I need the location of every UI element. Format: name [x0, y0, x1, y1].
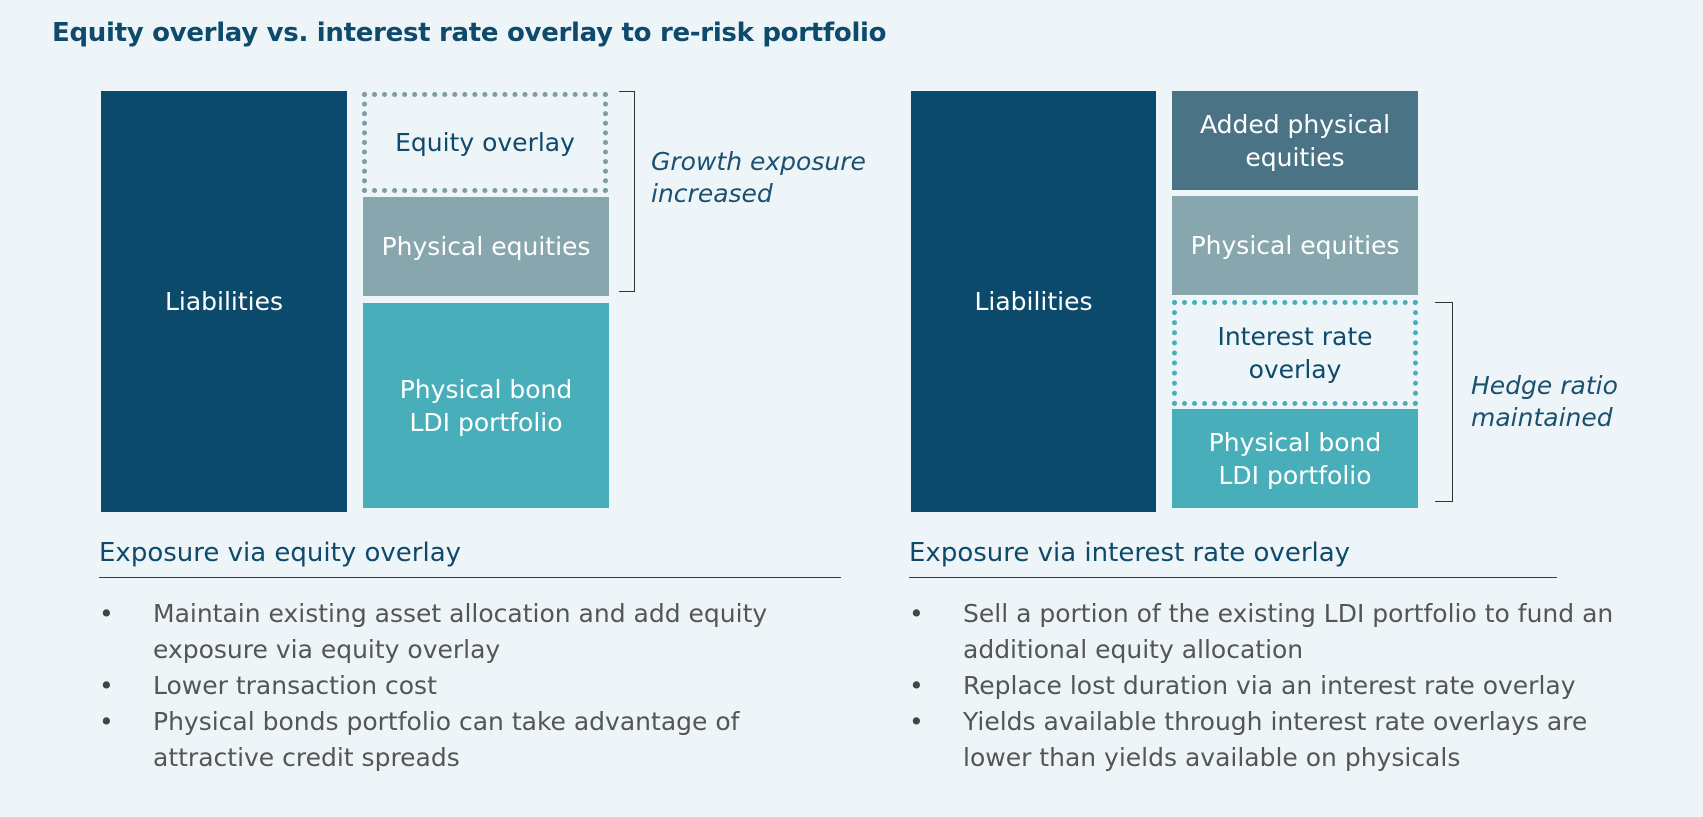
left-section-divider	[99, 577, 841, 578]
right-bullet-list: Sell a portion of the existing LDI portf…	[909, 596, 1649, 776]
right-added-equities-block: Added physical equities	[1172, 91, 1418, 190]
page-title: Equity overlay vs. interest rate overlay…	[52, 18, 887, 48]
right-section-divider	[909, 577, 1557, 578]
right-section-heading: Exposure via interest rate overlay	[909, 538, 1351, 568]
list-item: Yields available through interest rate o…	[909, 704, 1649, 776]
list-item: Maintain existing asset allocation and a…	[99, 596, 839, 668]
list-item: Lower transaction cost	[99, 668, 839, 704]
left-physical-equities-block: Physical equities	[363, 197, 609, 296]
left-growth-note: Growth exposure increased	[651, 147, 866, 208]
left-physical-bond-ldi-block: Physical bond LDI portfolio	[363, 303, 609, 508]
left-growth-bracket	[619, 91, 635, 292]
right-physical-equities-block: Physical equities	[1172, 196, 1418, 295]
list-item: Sell a portion of the existing LDI portf…	[909, 596, 1649, 668]
left-bullet-list: Maintain existing asset allocation and a…	[99, 596, 839, 776]
right-interest-overlay-block: Interest rate overlay	[1172, 300, 1418, 406]
left-section-heading: Exposure via equity overlay	[99, 538, 462, 568]
list-item: Replace lost duration via an interest ra…	[909, 668, 1649, 704]
list-item: Physical bonds portfolio can take advant…	[99, 704, 839, 776]
right-physical-bond-ldi-block: Physical bond LDI portfolio	[1172, 409, 1418, 508]
right-liabilities-block: Liabilities	[911, 91, 1156, 512]
left-liabilities-block: Liabilities	[101, 91, 347, 512]
left-equity-overlay-block: Equity overlay	[362, 92, 608, 193]
right-hedge-note: Hedge ratio maintained	[1471, 371, 1618, 432]
right-hedge-bracket	[1435, 302, 1453, 502]
